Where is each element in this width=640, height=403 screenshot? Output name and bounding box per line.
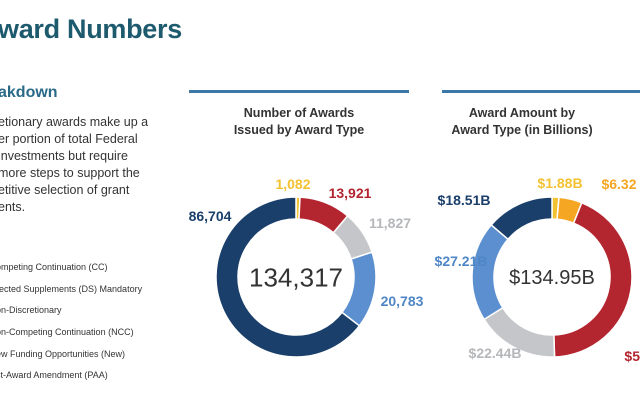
legend-item-non-discretionary: on-Discretionary xyxy=(0,305,62,316)
legend-item-new: ew Funding Opportunities (New) xyxy=(0,348,126,359)
chart-1-slice-label-4: $27.21B xyxy=(435,253,488,269)
chart-1-center-total: $134.95B xyxy=(509,267,595,289)
chart-0-slice-label-2: 11,827 xyxy=(369,215,411,231)
legend-item-cc: ompeting Continuation (CC) xyxy=(0,261,108,272)
chart-1-slice-5 xyxy=(490,196,553,241)
chart-0-slice-label-1: 13,921 xyxy=(329,185,372,201)
chart-1-slice-label-3: $22.44B xyxy=(469,345,522,361)
chart-0-slice-3 xyxy=(340,251,377,327)
chart-0-center-total: 134,317 xyxy=(249,262,343,292)
chart-1-slice-4 xyxy=(471,223,510,321)
description-text: etionary awards make up a er portion of … xyxy=(0,115,149,214)
legend-item-ncc: on-Competing Continuation (NCC) xyxy=(0,326,134,337)
chart-0-slice-label-4: 86,704 xyxy=(189,208,232,224)
chart-1-slice-2 xyxy=(553,201,633,358)
chart-1-slice-label-1: $6.32 xyxy=(601,176,636,192)
page-title: ward Numbers xyxy=(0,14,182,44)
chart-1-slice-label-2: $5 xyxy=(624,348,640,364)
chart-1-slice-label-5: $18.51B xyxy=(438,192,491,208)
legend-item-paa: st-Award Amendment (PAA) xyxy=(0,370,108,381)
chart-0-slice-label-3: 20,783 xyxy=(381,293,424,309)
chart-0-slice-label-0: 1,082 xyxy=(275,176,310,192)
awards-count-panel: Number of Awards Issued by Award Type xyxy=(189,90,409,403)
awards-count-chart-title: Number of Awards Issued by Award Type xyxy=(233,106,365,137)
award-amount-panel: Award Amount by Award Type (in Billions) xyxy=(442,90,640,403)
award-amount-chart-title: Award Amount by Award Type (in Billions) xyxy=(451,106,593,137)
section-heading: akdown xyxy=(0,84,58,101)
legend-item-ds: rected Supplements (DS) Mandatory xyxy=(0,283,143,294)
award-type-legend: ompeting Continuation (CC) rected Supple… xyxy=(0,256,142,386)
chart-0-slice-4 xyxy=(215,196,361,358)
chart-1-slice-label-0: $1.88B xyxy=(537,175,582,191)
